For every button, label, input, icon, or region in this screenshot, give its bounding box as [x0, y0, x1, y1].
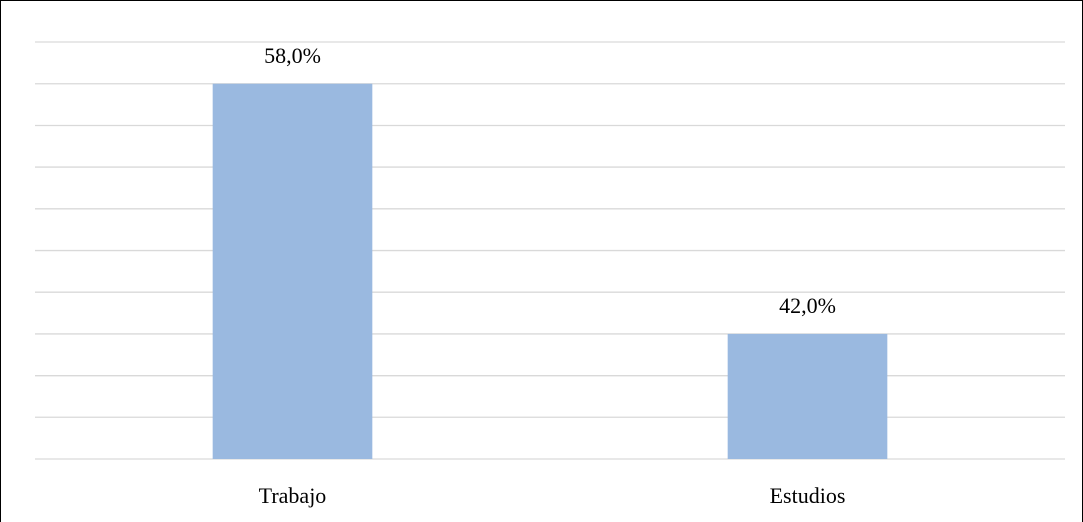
- x-tick-label: Estudios: [770, 483, 846, 508]
- data-label: 42,0%: [779, 293, 836, 318]
- data-label: 58,0%: [264, 43, 321, 68]
- bar: [212, 83, 373, 459]
- bar: [727, 333, 888, 459]
- x-tick-label: Trabajo: [259, 483, 327, 508]
